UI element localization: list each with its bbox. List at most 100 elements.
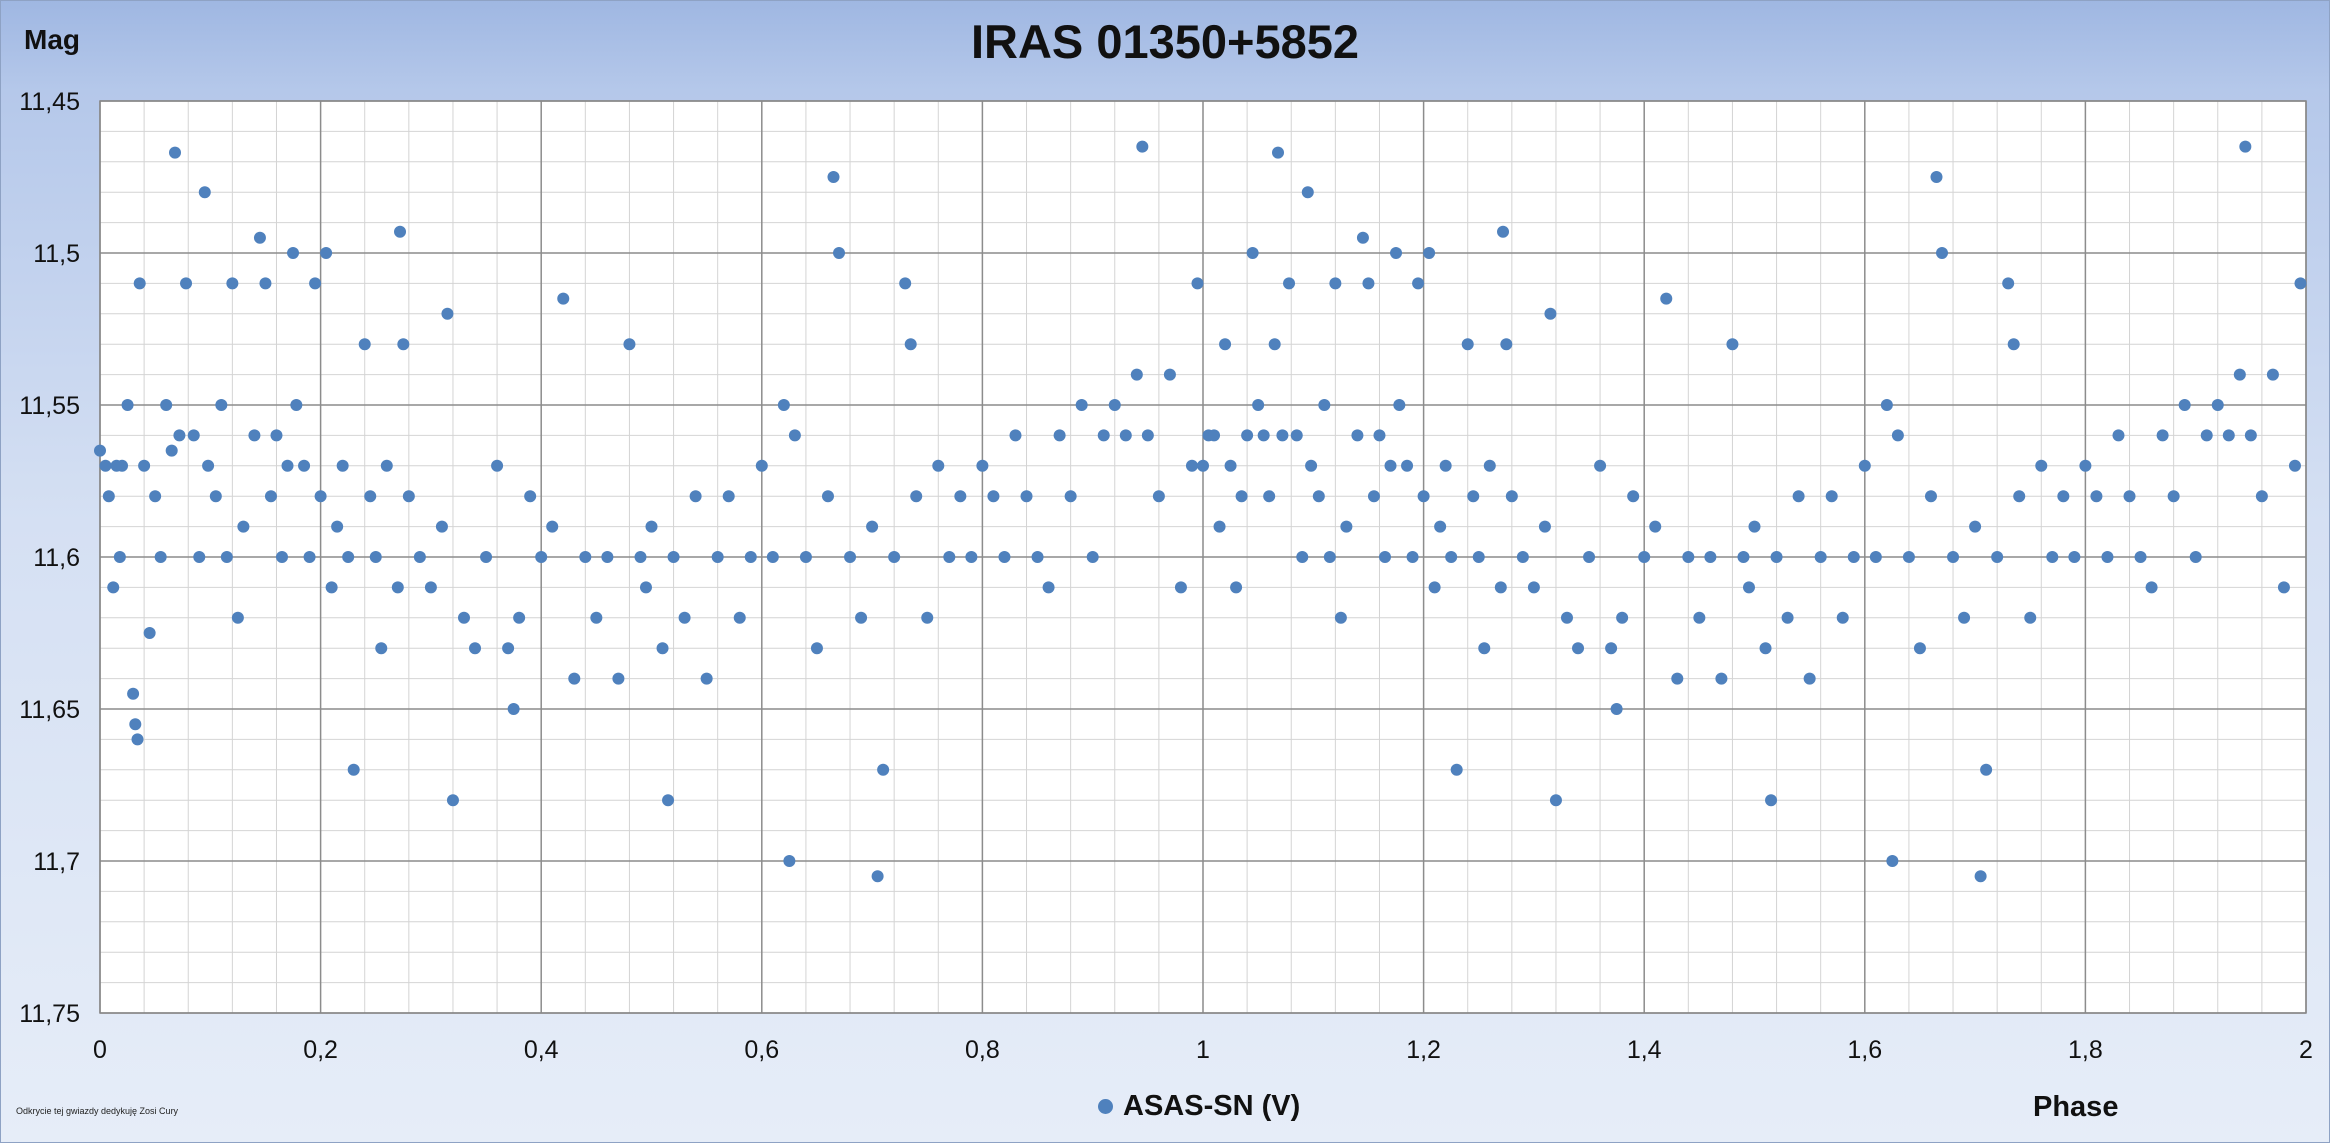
data-point [899, 277, 912, 290]
data-point [2046, 551, 2059, 563]
data-point [524, 490, 537, 503]
data-point [1417, 490, 1430, 503]
data-point [1814, 551, 1827, 563]
x-tick-label: 1 [1196, 1036, 1210, 1064]
data-point [1252, 399, 1265, 411]
data-point [413, 551, 426, 563]
data-point [932, 459, 945, 472]
data-point [336, 459, 349, 472]
data-point [1185, 459, 1198, 472]
data-point [325, 581, 338, 594]
data-point [921, 611, 934, 624]
data-point [1549, 794, 1562, 807]
data-point [469, 642, 482, 655]
data-point [169, 146, 182, 159]
data-point [1351, 429, 1364, 442]
data-point [131, 733, 144, 746]
data-point [226, 277, 239, 290]
data-point [1152, 490, 1165, 503]
data-point [1500, 338, 1513, 351]
data-point [1428, 581, 1441, 594]
data-point [1356, 231, 1369, 244]
data-point [1610, 703, 1623, 715]
data-point [2068, 551, 2081, 563]
footnote: Odkrycie tej gwiazdy dedykuję Zosi Cury [16, 1106, 179, 1116]
data-point [202, 459, 215, 472]
data-point [1384, 459, 1397, 472]
data-point [1268, 338, 1281, 351]
data-point [2057, 490, 2070, 503]
x-tick-labels: 0 0,2 0,4 0,6 0,8 1 1,2 1,4 1,6 1,8 2 [93, 1036, 2313, 1064]
data-point [480, 551, 493, 563]
y-tick-label: 11,75 [19, 1000, 80, 1028]
data-point [733, 611, 746, 624]
data-point [309, 277, 322, 290]
data-point [821, 490, 834, 503]
data-point [94, 444, 106, 457]
data-point [380, 459, 393, 472]
data-point [2007, 338, 2020, 351]
data-point [160, 399, 173, 411]
data-point [976, 459, 989, 472]
data-point [1991, 551, 2004, 563]
chart-title: IRAS 01350+5852 [970, 15, 1360, 68]
y-tick-label: 11,7 [33, 848, 80, 876]
data-point [1290, 429, 1303, 442]
data-point [513, 611, 526, 624]
data-point [844, 551, 857, 563]
data-point [1406, 551, 1419, 563]
x-tick-label: 0,6 [744, 1036, 779, 1064]
data-point [102, 490, 115, 503]
data-point [1367, 490, 1380, 503]
data-point [1538, 520, 1551, 533]
data-point [1478, 642, 1491, 655]
data-point [2255, 490, 2268, 503]
data-point [535, 551, 548, 563]
data-point [375, 642, 388, 655]
data-point [180, 277, 193, 290]
data-point [364, 490, 377, 503]
data-point [107, 581, 120, 594]
data-point [1759, 642, 1772, 655]
data-point [1616, 611, 1629, 624]
data-point [173, 429, 186, 442]
data-point [943, 551, 956, 563]
data-point [1401, 459, 1414, 472]
data-point [1847, 551, 1860, 563]
x-tick-label: 0,2 [303, 1036, 338, 1064]
y-tick-label: 11,65 [19, 696, 80, 724]
x-tick-label: 1,2 [1406, 1036, 1441, 1064]
data-point [1858, 459, 1871, 472]
data-point [954, 490, 967, 503]
legend-marker-icon [1098, 1099, 1113, 1114]
data-point [2178, 399, 2191, 411]
data-point [1726, 338, 1739, 351]
data-point [1434, 520, 1447, 533]
data-point [656, 642, 669, 655]
data-point [601, 551, 614, 563]
data-point [1594, 459, 1607, 472]
data-point [275, 551, 288, 563]
data-point [866, 520, 879, 533]
data-point [391, 581, 404, 594]
data-point [568, 672, 581, 685]
data-point [998, 551, 1011, 563]
data-point [1230, 581, 1243, 594]
data-point [2294, 277, 2307, 290]
data-point [133, 277, 146, 290]
data-point [1219, 338, 1232, 351]
data-point [1390, 247, 1403, 259]
data-point [1891, 429, 1904, 442]
data-point [1305, 459, 1318, 472]
data-point [1191, 277, 1204, 290]
data-point [755, 459, 768, 472]
data-point [1572, 642, 1585, 655]
data-point [320, 247, 333, 259]
data-point [99, 459, 112, 472]
data-point [347, 763, 360, 776]
data-point [127, 687, 140, 700]
data-point [369, 551, 382, 563]
data-point [1393, 399, 1406, 411]
x-tick-label: 2 [2299, 1036, 2313, 1064]
data-point [129, 718, 142, 731]
